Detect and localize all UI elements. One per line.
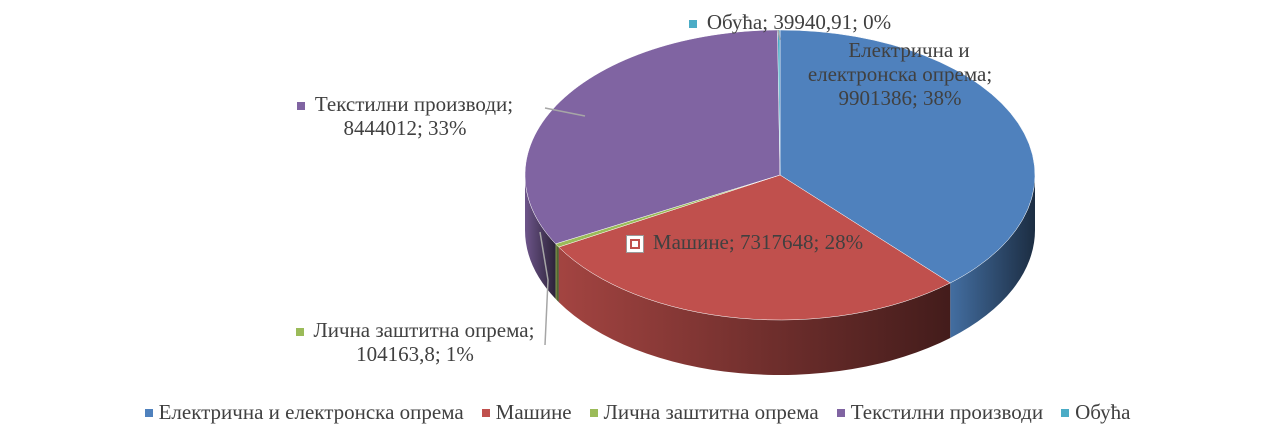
- data-label: Лична заштитна опрема; 104163,8; 1%: [280, 318, 550, 366]
- data-label: Електрична и електронска опрема; 9901386…: [775, 38, 1025, 110]
- leader-line: [777, 29, 781, 41]
- label-category: Лична заштитна опрема: [313, 318, 529, 342]
- data-label: Текстилни производи; 8444012; 33%: [255, 92, 555, 140]
- legend-marker: [481, 408, 490, 417]
- label-value: 9901386: [838, 86, 912, 110]
- slice-side: [555, 243, 559, 303]
- label-marker: [625, 235, 644, 254]
- label-category: Текстилни производи: [314, 92, 508, 116]
- label-category: Електрична и електронска опрема: [807, 38, 987, 86]
- label-separator: ;: [528, 318, 535, 342]
- label-marker: [296, 102, 305, 111]
- label-category: Обућа: [706, 10, 763, 34]
- legend-item: Текстилни производи: [836, 400, 1044, 425]
- data-label: Обућа; 39940,91; 0%: [640, 10, 940, 34]
- label-category: Машине: [652, 230, 729, 254]
- label-separator: ;: [728, 230, 740, 254]
- label-value: 39940,91: [773, 10, 853, 34]
- slice: [524, 29, 781, 245]
- legend-item: Лична заштитна опрема: [589, 400, 819, 425]
- legend-label: Машине: [495, 400, 572, 424]
- legend-marker: [589, 408, 598, 417]
- label-separator: ;: [762, 10, 774, 34]
- label-separator: ;: [416, 116, 429, 140]
- leader-line: [539, 231, 549, 346]
- legend-marker: [836, 408, 845, 417]
- slice-side: [558, 247, 951, 375]
- label-percent: 0%: [863, 10, 892, 34]
- label-value: 104163,8: [356, 342, 435, 366]
- label-percent: 33%: [428, 116, 467, 140]
- label-marker: [688, 20, 697, 29]
- legend-marker: [1061, 408, 1070, 417]
- leader-line: [544, 107, 586, 117]
- label-separator: ;: [986, 62, 993, 86]
- label-separator: ;: [507, 92, 514, 116]
- legend-label: Обућа: [1075, 400, 1131, 424]
- slice: [558, 174, 951, 321]
- legend-item: Обућа: [1061, 400, 1130, 425]
- label-percent: 1%: [445, 342, 474, 366]
- legend-label: Текстилни производи: [850, 400, 1044, 424]
- data-label: Машине; 7317648; 28%: [585, 230, 905, 254]
- legend-label: Електрична и електронска опрема: [158, 400, 464, 424]
- slice-side: [950, 175, 1035, 338]
- label-marker: [830, 48, 839, 57]
- label-separator: ;: [813, 230, 825, 254]
- legend-item: Електрична и електронска опрема: [144, 400, 464, 425]
- label-percent: 38%: [923, 86, 962, 110]
- slice: [779, 29, 1036, 284]
- label-value: 7317648: [739, 230, 814, 254]
- label-separator: ;: [911, 86, 924, 110]
- label-separator: ;: [434, 342, 446, 366]
- label-value: 8444012: [343, 116, 417, 140]
- label-percent: 28%: [824, 230, 864, 254]
- legend: Електрична и електронска опрема Машине Лич…: [0, 400, 1275, 425]
- legend-marker: [144, 408, 153, 417]
- legend-item: Машине: [481, 400, 572, 425]
- legend-label: Лична заштитна опрема: [603, 400, 819, 424]
- label-separator: ;: [852, 10, 864, 34]
- label-marker: [295, 328, 304, 337]
